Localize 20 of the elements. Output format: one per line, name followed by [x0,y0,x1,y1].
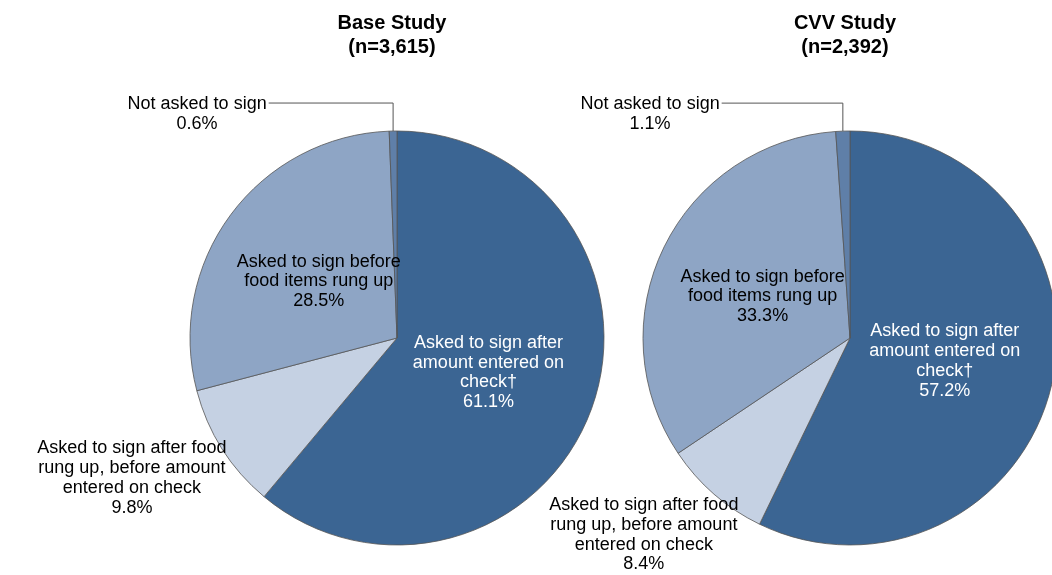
chart-title: CVV Study [792,10,898,34]
data-label: 57.2% [919,379,971,400]
slice-label: Asked to sign before food items rung up [680,265,845,306]
data-label: 33.3% [737,305,789,326]
data-label: 1.1% [629,113,671,134]
slice-label: Asked to sign after amount entered on check† [412,331,564,392]
slice-label: Not asked to sign [580,93,720,114]
chart-title: Base Study [336,10,448,34]
data-label: 0.6% [176,113,218,134]
slice-label: Asked to sign before food items rung up [236,250,401,291]
slice-label: Asked to sign after amount entered on check† [869,320,1021,381]
data-label: 28.5% [293,290,345,311]
data-label: 61.1% [462,391,514,412]
slice-label: Asked to sign after food rung up, before amount entered on check [37,437,227,497]
slice-label: Asked to sign after food rung up, before amount entered on check [549,493,739,554]
data-label: 8.4% [623,553,665,574]
data-label: 9.8% [111,496,153,517]
chart-subtitle: (n=2,392) [800,34,890,58]
chart-subtitle: (n=3,615) [347,34,437,58]
slice-label: Not asked to sign [127,93,267,114]
